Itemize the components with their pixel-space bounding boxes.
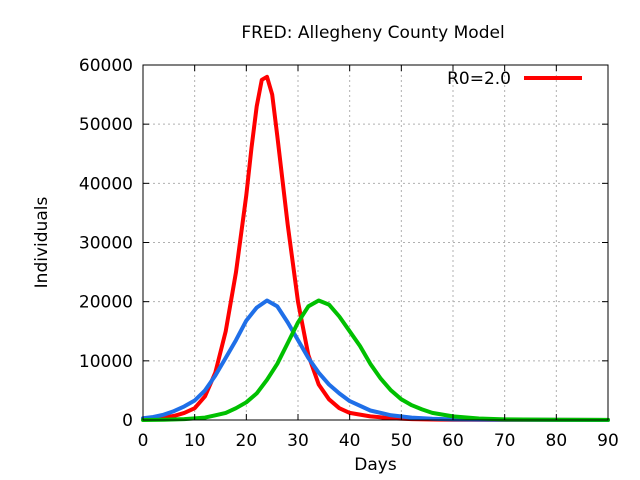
chart-title: FRED: Allegheny County Model xyxy=(241,23,504,43)
y-tick-label: 60000 xyxy=(79,56,133,76)
x-axis-title: Days xyxy=(354,455,397,475)
x-tick-label: 0 xyxy=(138,431,149,451)
y-tick-label: 30000 xyxy=(79,234,133,254)
y-tick-label: 0 xyxy=(122,411,133,431)
x-tick-label: 40 xyxy=(339,431,361,451)
y-tick-label: 10000 xyxy=(79,352,133,372)
series-lines xyxy=(141,74,610,422)
grid xyxy=(143,65,608,420)
y-axis-title: Individuals xyxy=(32,197,52,289)
x-tick-label: 60 xyxy=(442,431,464,451)
x-tick-label: 90 xyxy=(597,431,619,451)
x-tick-label: 30 xyxy=(287,431,309,451)
y-tick-label: 40000 xyxy=(79,174,133,194)
legend-label: R0=2.0 xyxy=(447,69,511,89)
x-tick-label: 70 xyxy=(494,431,516,451)
x-tick-label: 20 xyxy=(236,431,258,451)
x-tick-label: 10 xyxy=(184,431,206,451)
series-line-2 xyxy=(141,298,610,422)
y-tick-label: 20000 xyxy=(79,293,133,313)
x-tick-label: 80 xyxy=(546,431,568,451)
axis-ticks xyxy=(142,64,609,421)
series-line-3 xyxy=(141,298,610,422)
y-tick-label: 50000 xyxy=(79,115,133,135)
tick-labels: 0 10 20 30 40 50 60 70 80 90 0 10000 20000 30000 40000… xyxy=(79,56,619,451)
x-tick-label: 50 xyxy=(391,431,413,451)
legend: R0=2.0 xyxy=(447,69,582,89)
